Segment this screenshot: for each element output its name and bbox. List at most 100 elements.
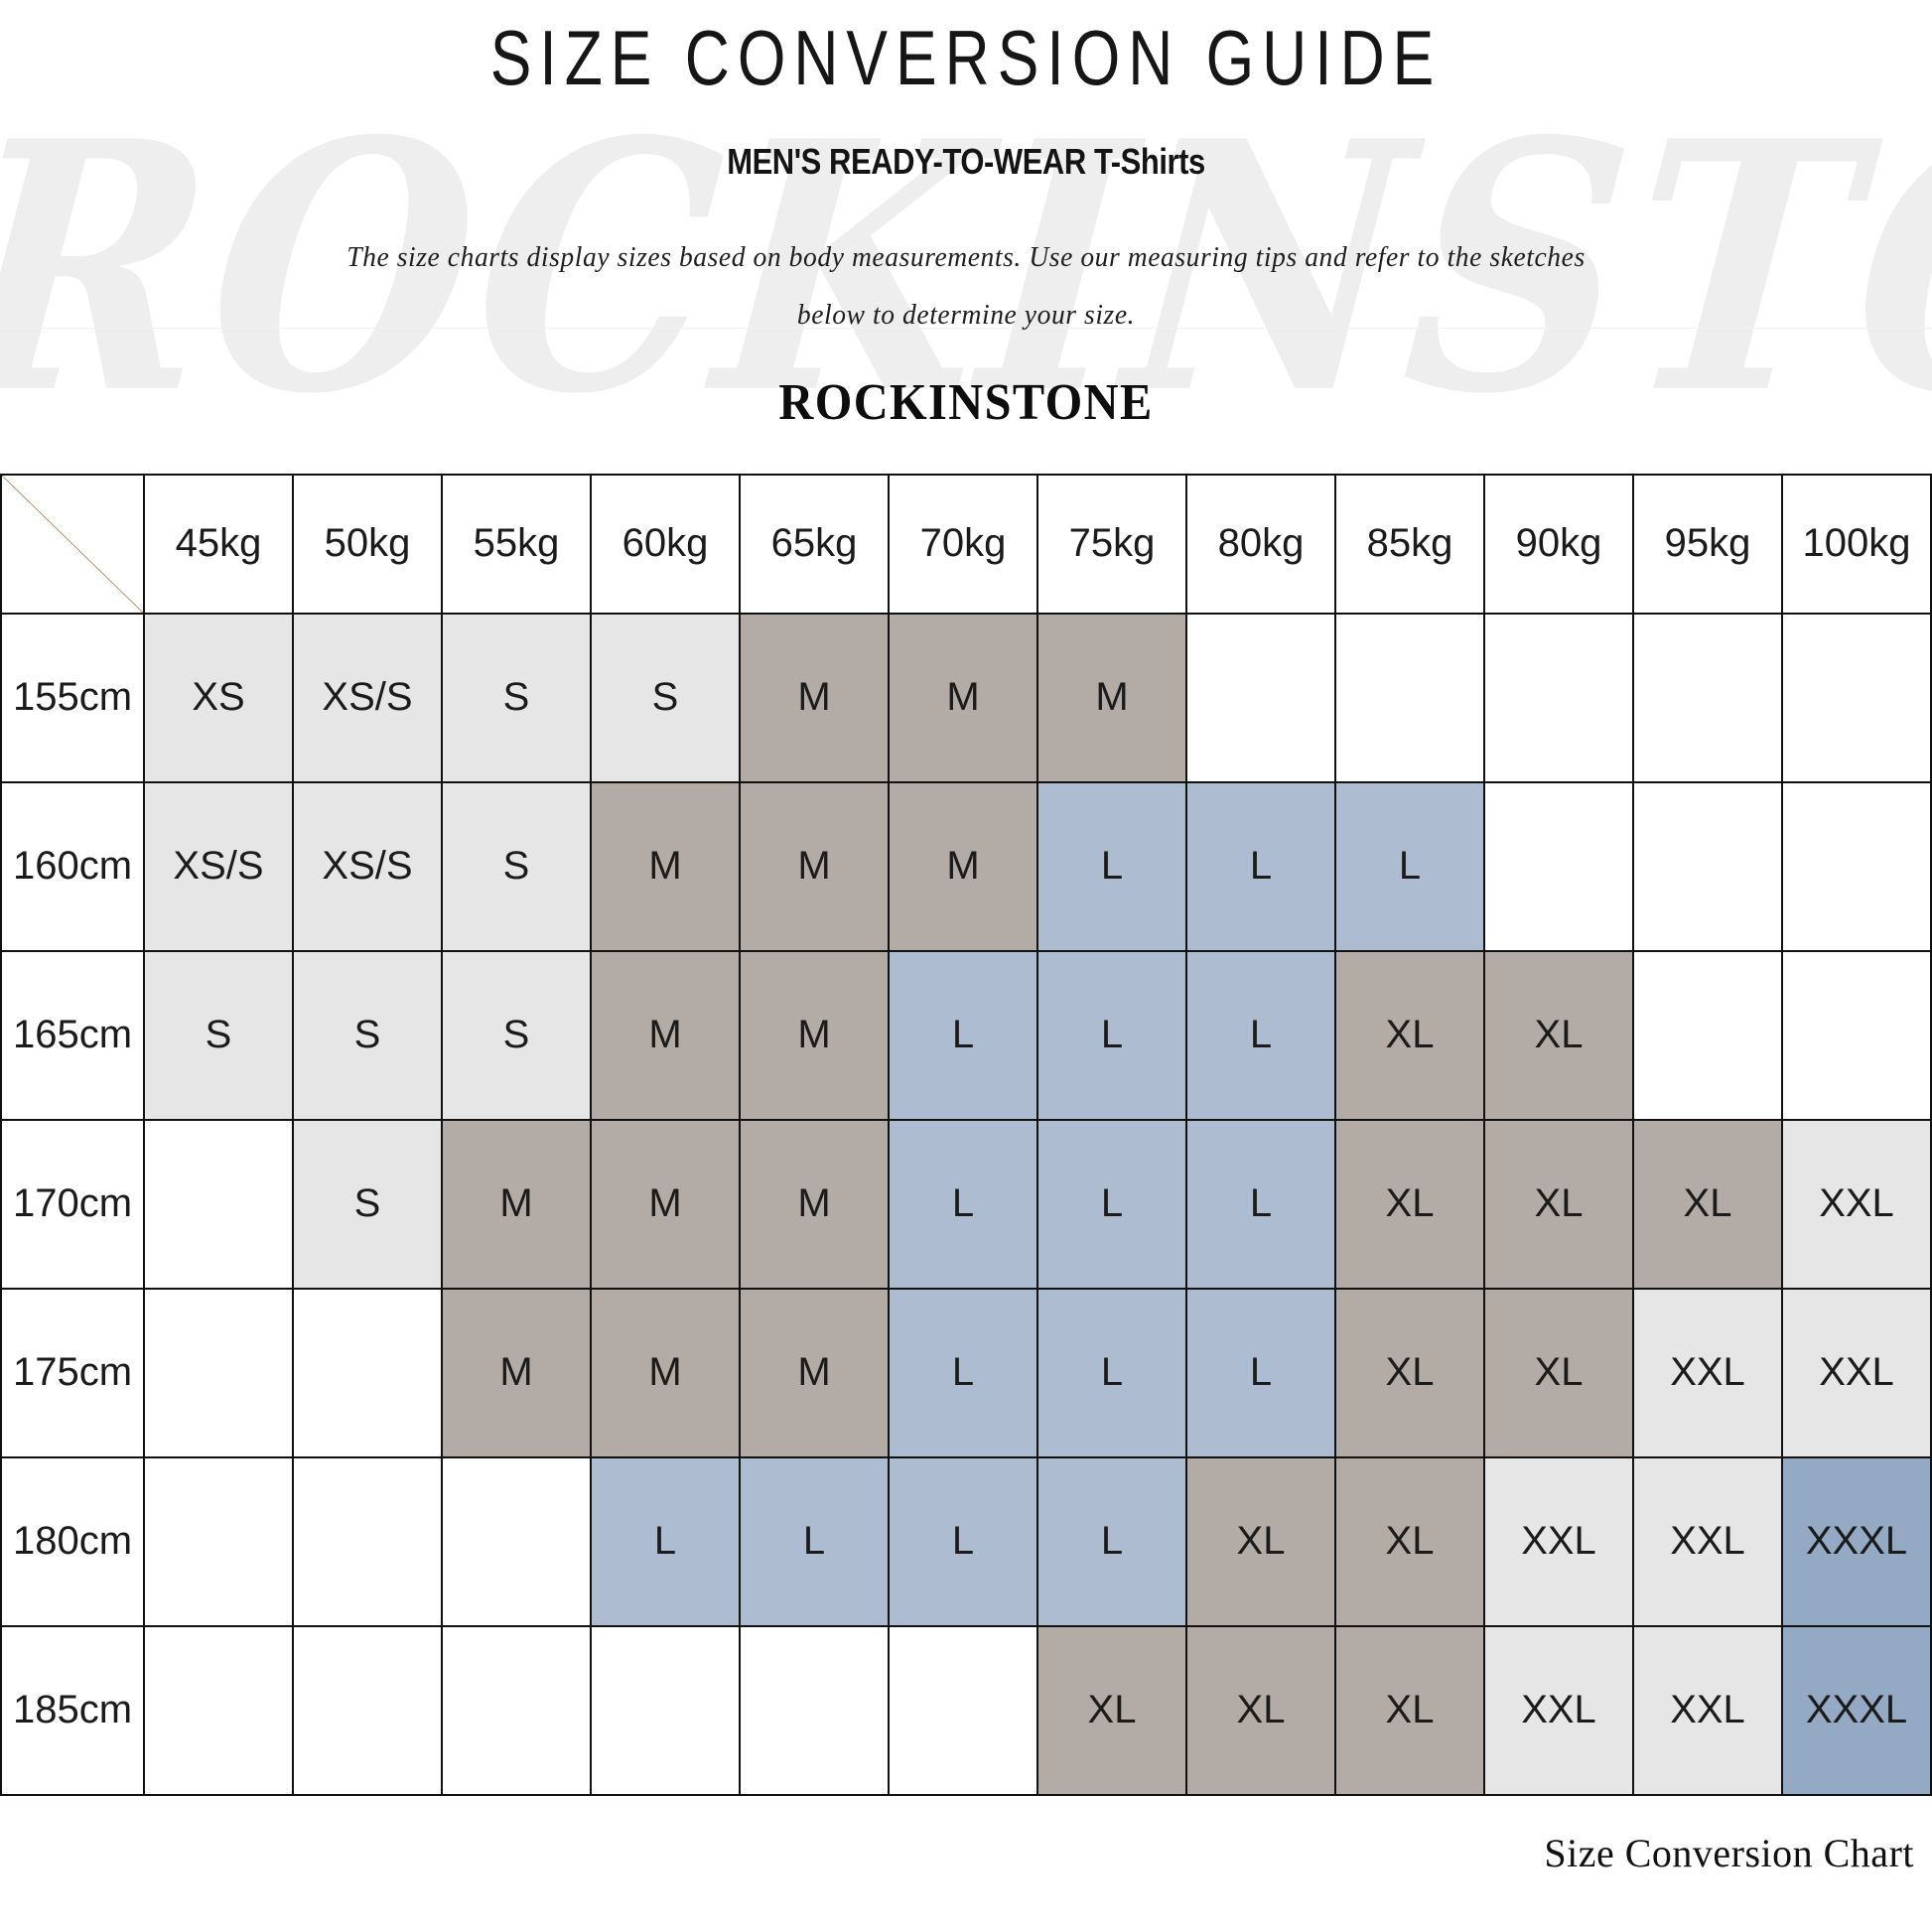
size-cell: L bbox=[1185, 1287, 1336, 1458]
size-cell-empty bbox=[292, 1455, 443, 1627]
size-cell-empty bbox=[143, 1624, 294, 1796]
row-header-height: 165cm bbox=[0, 949, 145, 1121]
size-cell: M bbox=[888, 780, 1038, 952]
size-cell: XL bbox=[1185, 1624, 1336, 1796]
size-cell: XS bbox=[143, 612, 294, 783]
size-cell: L bbox=[1036, 949, 1187, 1121]
size-cell-empty bbox=[143, 1287, 294, 1458]
size-cell: L bbox=[1185, 1118, 1336, 1290]
size-cell: XL bbox=[1483, 1287, 1634, 1458]
size-cell-empty bbox=[441, 1624, 592, 1796]
table-body: 155cm XS XS/S S S M M M 160cm XS/S XS/S S M M M L L L 165c… bbox=[0, 612, 1932, 1796]
size-cell-empty bbox=[1781, 780, 1932, 952]
column-header-weight: 60kg bbox=[590, 473, 741, 615]
size-cell: S bbox=[292, 949, 443, 1121]
size-conversion-table: 45kg 50kg 55kg 60kg 65kg 70kg 75kg 80kg 85kg 90kg… bbox=[0, 473, 1932, 1796]
column-header-weight: 80kg bbox=[1185, 473, 1336, 615]
size-chart-page: SIZE CONVERSION GUIDE MEN'S READY-TO-WEA… bbox=[0, 14, 1932, 1875]
size-cell: L bbox=[1036, 1118, 1187, 1290]
size-cell: XL bbox=[1483, 1118, 1634, 1290]
size-cell: XL bbox=[1483, 949, 1634, 1121]
size-cell-empty bbox=[441, 1455, 592, 1627]
page-subtitle: MEN'S READY-TO-WEAR T-Shirts bbox=[135, 99, 1797, 183]
row-header-height: 155cm bbox=[0, 612, 145, 783]
row-header-height: 180cm bbox=[0, 1455, 145, 1627]
size-cell: XXL bbox=[1781, 1118, 1932, 1290]
size-cell-empty bbox=[1632, 612, 1783, 783]
size-cell: M bbox=[590, 949, 741, 1121]
size-cell: M bbox=[739, 949, 890, 1121]
column-header-weight: 55kg bbox=[441, 473, 592, 615]
size-cell: M bbox=[590, 1118, 741, 1290]
column-header-weight: 65kg bbox=[739, 473, 890, 615]
table-row: 180cm L L L L XL XL XXL XXL XXXL bbox=[0, 1455, 1932, 1627]
column-header-weight: 100kg bbox=[1781, 473, 1932, 615]
row-header-height: 175cm bbox=[0, 1287, 145, 1458]
size-cell-empty bbox=[143, 1455, 294, 1627]
footer-caption: Size Conversion Chart bbox=[1544, 1830, 1914, 1875]
size-cell: L bbox=[888, 1455, 1038, 1627]
size-cell: S bbox=[292, 1118, 443, 1290]
size-cell: XL bbox=[1036, 1624, 1187, 1796]
table-row: 160cm XS/S XS/S S M M M L L L bbox=[0, 780, 1932, 952]
table-row: 170cm S M M M L L L XL XL XL XXL bbox=[0, 1118, 1932, 1290]
size-cell-empty bbox=[739, 1624, 890, 1796]
table-header-row: 45kg 50kg 55kg 60kg 65kg 70kg 75kg 80kg 85kg 90kg… bbox=[0, 473, 1932, 615]
diagonal-divider-icon bbox=[2, 476, 143, 613]
size-cell-empty bbox=[1632, 949, 1783, 1121]
size-cell: L bbox=[739, 1455, 890, 1627]
size-cell: L bbox=[1036, 1455, 1187, 1627]
size-cell: XL bbox=[1185, 1455, 1336, 1627]
size-cell: XXL bbox=[1632, 1624, 1783, 1796]
size-cell-empty bbox=[292, 1287, 443, 1458]
size-cell: XXXL bbox=[1781, 1455, 1932, 1627]
size-cell: XS/S bbox=[292, 612, 443, 783]
size-cell: S bbox=[590, 612, 741, 783]
size-cell: L bbox=[888, 1118, 1038, 1290]
size-cell: XL bbox=[1334, 1287, 1485, 1458]
subtitle-category: MEN'S READY-TO-WEAR bbox=[727, 140, 1086, 182]
table-row: 155cm XS XS/S S S M M M bbox=[0, 612, 1932, 783]
size-cell-empty bbox=[143, 1118, 294, 1290]
size-cell-empty bbox=[1334, 612, 1485, 783]
column-header-weight: 45kg bbox=[143, 473, 294, 615]
size-cell-empty bbox=[1781, 612, 1932, 783]
size-cell: M bbox=[590, 780, 741, 952]
table-row: 175cm M M M L L L XL XL XXL XXL bbox=[0, 1287, 1932, 1458]
size-cell: S bbox=[441, 780, 592, 952]
description-line-1: The size charts display sizes based on b… bbox=[346, 240, 1586, 273]
column-header-weight: 70kg bbox=[888, 473, 1038, 615]
size-cell-empty bbox=[1483, 612, 1634, 783]
brand-name: ROCKINSTONE bbox=[778, 373, 1154, 431]
size-cell: XXXL bbox=[1781, 1624, 1932, 1796]
size-cell: L bbox=[888, 1287, 1038, 1458]
size-cell-empty bbox=[1781, 949, 1932, 1121]
size-cell: XL bbox=[1632, 1118, 1783, 1290]
size-cell: L bbox=[1185, 949, 1336, 1121]
size-cell: M bbox=[739, 1118, 890, 1290]
size-cell: L bbox=[888, 949, 1038, 1121]
size-cell: XL bbox=[1334, 1118, 1485, 1290]
size-table-container: 45kg 50kg 55kg 60kg 65kg 70kg 75kg 80kg 85kg 90kg… bbox=[0, 473, 1932, 1796]
page-title: SIZE CONVERSION GUIDE bbox=[489, 14, 1443, 101]
corner-cell-height-weight bbox=[0, 473, 145, 615]
size-cell-empty bbox=[888, 1624, 1038, 1796]
size-cell: M bbox=[739, 780, 890, 952]
size-cell: S bbox=[441, 612, 592, 783]
size-cell: L bbox=[1185, 780, 1336, 952]
size-cell: L bbox=[1334, 780, 1485, 952]
size-cell: S bbox=[143, 949, 294, 1121]
subtitle-product: T-Shirts bbox=[1093, 140, 1205, 182]
table-head: 45kg 50kg 55kg 60kg 65kg 70kg 75kg 80kg 85kg 90kg… bbox=[0, 473, 1932, 615]
description-line-2: below to determine your size. bbox=[796, 298, 1136, 331]
row-header-height: 160cm bbox=[0, 780, 145, 952]
size-cell: L bbox=[1036, 1287, 1187, 1458]
size-cell-empty bbox=[590, 1624, 741, 1796]
size-cell: M bbox=[739, 612, 890, 783]
description-block: The size charts display sizes based on b… bbox=[306, 183, 1626, 344]
size-cell: XXL bbox=[1483, 1455, 1634, 1627]
table-row: 165cm S S S M M L L L XL XL bbox=[0, 949, 1932, 1121]
size-cell: L bbox=[1036, 780, 1187, 952]
size-cell: L bbox=[590, 1455, 741, 1627]
size-cell: XXL bbox=[1632, 1287, 1783, 1458]
